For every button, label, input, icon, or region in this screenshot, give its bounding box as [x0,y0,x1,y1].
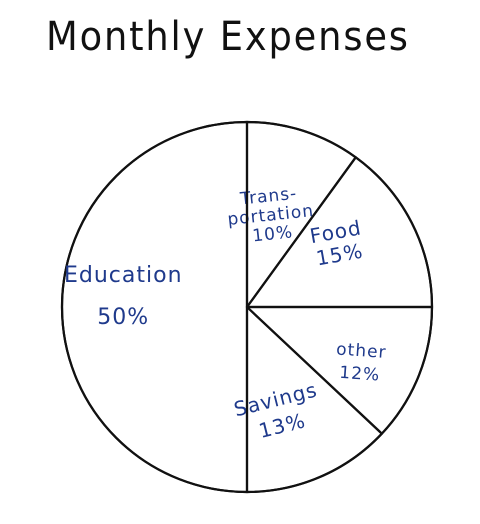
pie-slice-savings [245,305,383,494]
slice-label-group: Education 50% [64,263,183,330]
slice-percent-label: 12% [339,363,381,386]
pie-slice-other [245,305,434,435]
slice-name-label: Education [64,263,183,288]
pie-slice-education [60,120,249,494]
slice-percent-label: 50% [97,305,149,330]
pie-slice-transportation [245,120,357,309]
chart-title: Monthly Expenses [46,14,410,60]
slice-percent-label: 10% [251,222,294,246]
pie-slice-food [245,156,434,309]
slice-name-label: other [336,340,388,363]
